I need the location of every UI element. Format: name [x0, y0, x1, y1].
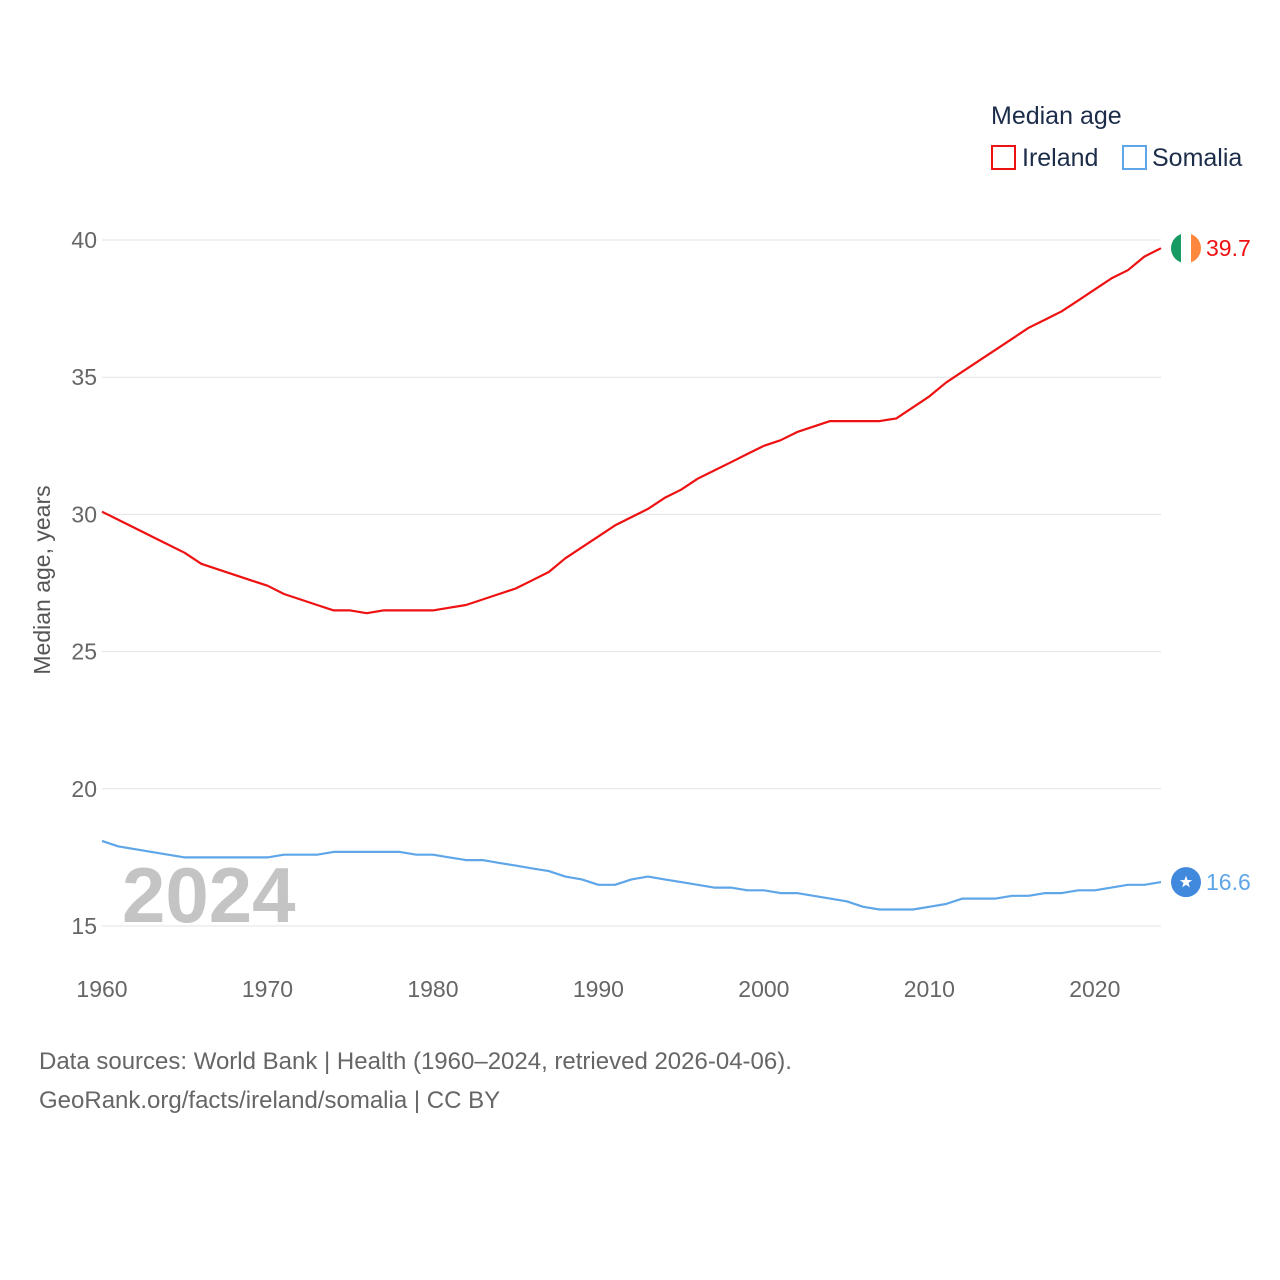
- credit-link[interactable]: GeoRank.org/facts/ireland/somalia | CC B…: [39, 1087, 500, 1114]
- legend-item-ireland[interactable]: Ireland: [991, 144, 1098, 172]
- x-tick-label: 2000: [738, 976, 789, 1002]
- x-tick-label: 1960: [76, 976, 127, 1002]
- series-line-ireland[interactable]: [101, 247, 1162, 615]
- y-tick-label: 30: [71, 501, 97, 527]
- somalia-flag-icon: [1171, 867, 1201, 898]
- x-tick-label: 2020: [1069, 976, 1120, 1002]
- y-axis-label: Median age, years: [29, 485, 55, 674]
- x-tick-label: 2010: [904, 976, 955, 1002]
- ireland-flag-icon: [1171, 233, 1201, 264]
- series-end-markers: 39.7 16.6: [1171, 233, 1251, 898]
- x-tick-label: 1970: [242, 976, 293, 1002]
- end-value-label-somalia: 16.6: [1206, 869, 1251, 895]
- legend-label-ireland: Ireland: [1022, 144, 1098, 172]
- y-tick-label: 25: [71, 639, 97, 665]
- y-axis-ticks: 15 20 25 30 35 40: [71, 227, 97, 939]
- series-lines: [101, 247, 1162, 911]
- end-value-label-ireland: 39.7: [1206, 235, 1251, 261]
- series-line-somalia[interactable]: [101, 839, 1162, 911]
- data-sources: Data sources: World Bank | Health (1960–…: [39, 1048, 792, 1075]
- year-watermark: 2024: [122, 851, 296, 939]
- y-tick-label: 40: [71, 227, 97, 253]
- legend: Median age Ireland Somalia: [991, 102, 1242, 172]
- y-tick-label: 15: [71, 913, 97, 939]
- legend-swatch-somalia: [1122, 145, 1147, 170]
- gridlines: [102, 239, 1161, 927]
- x-axis-ticks: 1960 1970 1980 1990 2000 2010 2020: [76, 976, 1120, 1002]
- x-tick-label: 1990: [573, 976, 624, 1002]
- legend-item-somalia[interactable]: Somalia: [1122, 144, 1242, 172]
- legend-swatch-ireland: [991, 145, 1016, 170]
- y-tick-label: 35: [71, 364, 97, 390]
- x-tick-label: 1980: [407, 976, 458, 1002]
- y-tick-label: 20: [71, 776, 97, 802]
- legend-label-somalia: Somalia: [1152, 144, 1242, 172]
- legend-title: Median age: [991, 102, 1122, 130]
